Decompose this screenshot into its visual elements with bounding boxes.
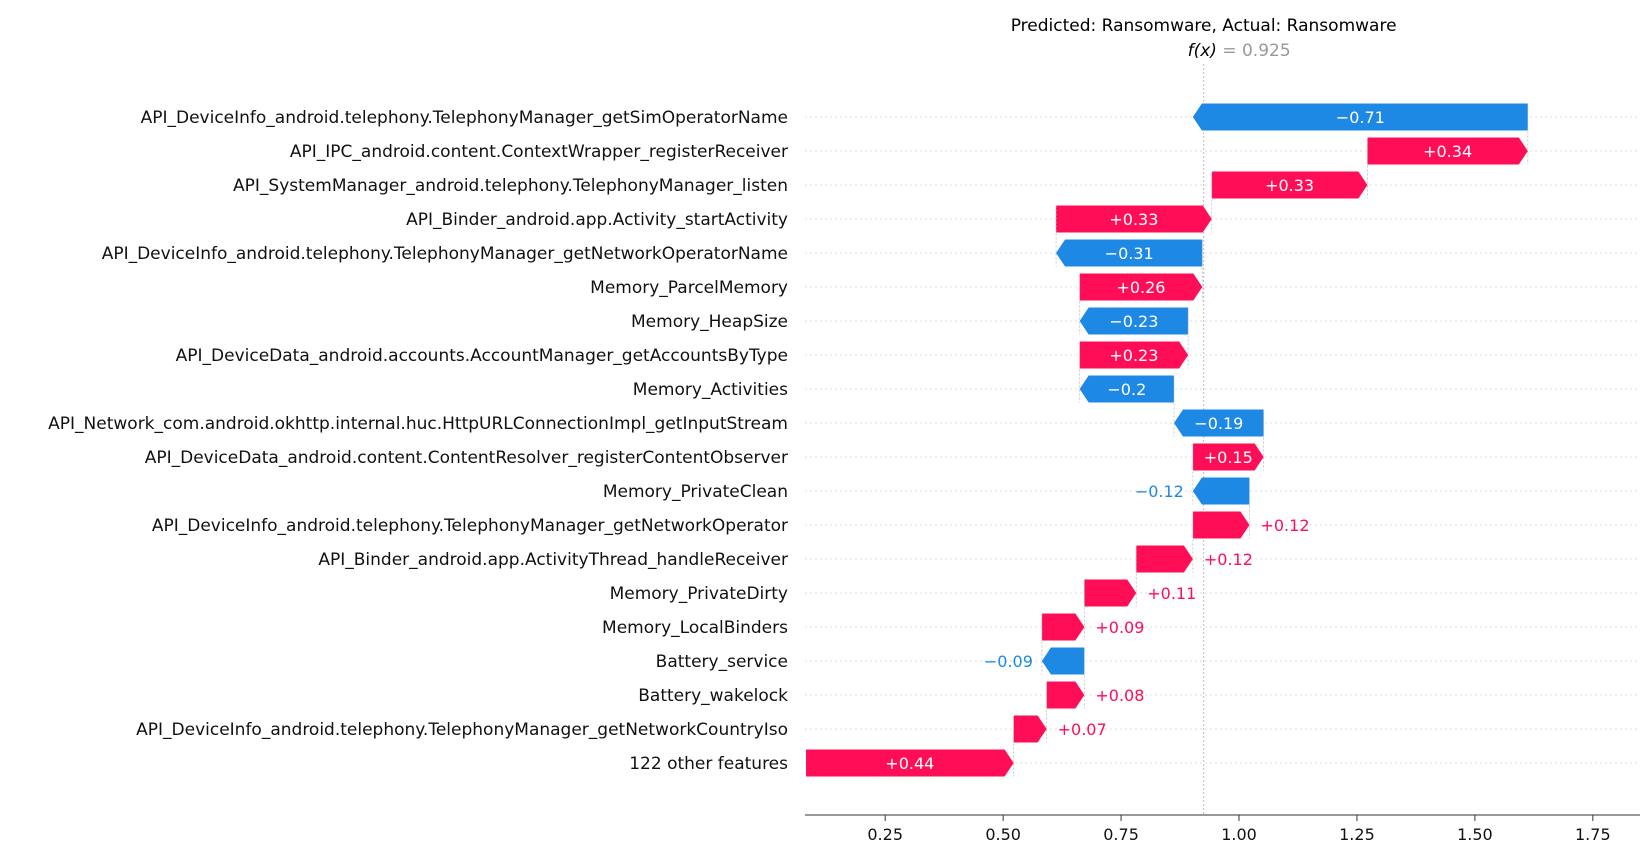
feature-bar (1192, 103, 1528, 131)
x-tick-label: 1.75 (1575, 825, 1611, 844)
grid-layer (805, 116, 1640, 764)
bar-value-label: +0.33 (1265, 176, 1314, 195)
x-tick-label: 0.25 (867, 825, 903, 844)
x-tick-label: 1.00 (1221, 825, 1257, 844)
feature-bar (1192, 443, 1264, 471)
feature-name-label: API_Network_com.android.okhttp.internal.… (48, 414, 788, 434)
bar-value-label: +0.44 (885, 754, 934, 773)
bar-value-label: −0.71 (1336, 108, 1385, 127)
feature-name-label: Memory_Activities (633, 380, 788, 400)
feature-name-label: API_DeviceInfo_android.telephony.Telepho… (102, 244, 788, 264)
bar-value-label: +0.08 (1095, 686, 1144, 705)
fx-label: f(x) = 0.925 (1188, 41, 1291, 61)
feature-bar (1079, 375, 1175, 403)
feature-name-label: Memory_HeapSize (631, 312, 788, 332)
bar-value-label: −0.2 (1107, 380, 1146, 399)
feature-bar (1079, 307, 1189, 335)
bar-value-label: −0.09 (984, 652, 1033, 671)
feature-bar (1079, 273, 1203, 301)
feature-name-label: API_DeviceData_android.content.ContentRe… (145, 448, 788, 468)
feature-bar (1041, 613, 1085, 641)
feature-bar (806, 749, 1014, 777)
feature-name-label: API_SystemManager_android.telephony.Tele… (233, 176, 788, 196)
feature-name-label: API_DeviceInfo_android.telephony.Telepho… (136, 720, 788, 740)
bar-value-label: +0.34 (1423, 142, 1472, 161)
fx-value: = 0.925 (1217, 41, 1291, 61)
feature-bar (1136, 545, 1193, 573)
bar-value-label: −0.23 (1109, 312, 1158, 331)
feature-bar (1056, 205, 1212, 233)
bar-value-label: −0.31 (1105, 244, 1154, 263)
feature-labels: API_DeviceInfo_android.telephony.Telepho… (48, 108, 788, 774)
x-tick-label: 1.25 (1339, 825, 1375, 844)
feature-name-label: API_Binder_android.app.Activity_startAct… (406, 210, 788, 230)
feature-bar (1192, 477, 1250, 505)
feature-bar (1056, 239, 1203, 267)
feature-name-label: Battery_service (656, 652, 788, 672)
feature-name-label: API_DeviceInfo_android.telephony.Telepho… (141, 108, 788, 128)
bar-value-label: +0.09 (1095, 618, 1144, 637)
bars-layer: −0.71 +0.34 +0.33 +0.33 −0.31 +0.26 −0.23 +0.23… (806, 103, 1529, 777)
feature-name-label: 122 other features (629, 754, 788, 774)
feature-bar (1046, 681, 1085, 709)
feature-name-label: API_IPC_android.content.ContextWrapper_r… (290, 142, 788, 162)
feature-bar (1041, 647, 1085, 675)
bar-value-label: +0.33 (1109, 210, 1158, 229)
feature-bar (1174, 409, 1264, 437)
bar-value-label: +0.15 (1204, 448, 1253, 467)
fx-symbol: f(x) (1188, 41, 1217, 61)
x-tick-label: 0.50 (985, 825, 1021, 844)
feature-name-label: Memory_ParcelMemory (590, 278, 788, 298)
feature-name-label: Battery_wakelock (638, 686, 788, 706)
x-axis: 0.25 0.50 0.75 1.00 1.25 1.50 1.75 (805, 814, 1640, 844)
bar-value-label: −0.19 (1194, 414, 1243, 433)
bar-value-label: +0.12 (1260, 516, 1309, 535)
bar-value-label: +0.26 (1116, 278, 1165, 297)
bar-value-label: +0.11 (1147, 584, 1196, 603)
feature-bar (1013, 715, 1047, 743)
bar-value-label: +0.12 (1204, 550, 1253, 569)
feature-bar (1079, 341, 1189, 369)
feature-name-label: API_Binder_android.app.ActivityThread_ha… (318, 550, 788, 570)
feature-name-label: API_DeviceInfo_android.telephony.Telepho… (152, 516, 788, 536)
bar-value-label: +0.07 (1058, 720, 1107, 739)
x-tick-label: 0.75 (1103, 825, 1139, 844)
bar-value-label: −0.12 (1135, 482, 1184, 501)
feature-name-label: Memory_LocalBinders (602, 618, 788, 638)
feature-name-label: Memory_PrivateDirty (610, 584, 788, 604)
feature-name-label: Memory_PrivateClean (603, 482, 788, 502)
feature-bar (1211, 171, 1368, 199)
x-tick-label: 1.50 (1457, 825, 1493, 844)
feature-bar (1084, 579, 1137, 607)
feature-name-label: API_DeviceData_android.accounts.AccountM… (176, 346, 788, 366)
chart-title: Predicted: Ransomware, Actual: Ransomwar… (1011, 16, 1397, 36)
feature-bar (1367, 137, 1528, 165)
bar-value-label: +0.23 (1109, 346, 1158, 365)
feature-bar (1192, 511, 1250, 539)
